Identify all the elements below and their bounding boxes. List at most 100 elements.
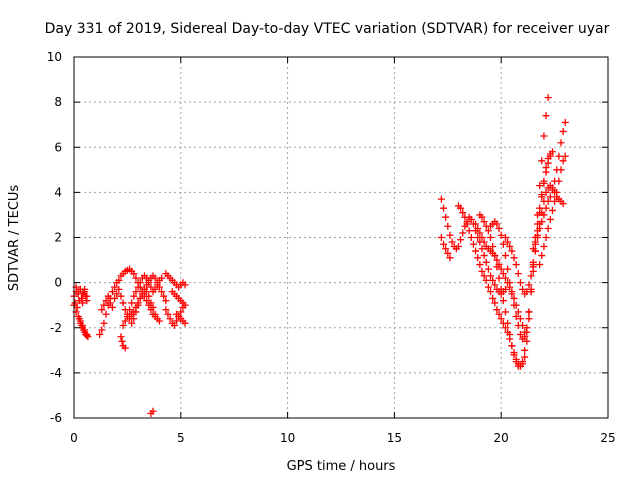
data-point <box>561 118 569 126</box>
data-point <box>118 337 126 345</box>
data-point <box>472 247 480 255</box>
data-point <box>523 288 531 296</box>
data-point <box>478 267 486 275</box>
data-point <box>132 274 140 282</box>
data-point <box>102 310 110 318</box>
x-tick-label: 15 <box>387 431 402 445</box>
data-point <box>538 157 546 165</box>
data-point <box>510 254 518 262</box>
data-point <box>151 310 159 318</box>
data-point <box>553 188 561 196</box>
data-point <box>548 148 556 156</box>
data-point <box>544 159 552 167</box>
data-point <box>484 283 492 291</box>
data-point <box>158 288 166 296</box>
data-point <box>446 231 454 239</box>
data-point <box>512 358 520 366</box>
data-point <box>544 94 552 102</box>
data-point <box>521 346 529 354</box>
data-point <box>149 303 157 311</box>
data-point <box>115 276 123 284</box>
data-point <box>437 195 445 203</box>
data-point <box>523 337 531 345</box>
data-point <box>536 224 544 232</box>
data-point <box>501 234 509 241</box>
data-point <box>111 283 119 291</box>
data-point <box>119 299 127 307</box>
data-point <box>459 209 467 217</box>
data-point <box>521 328 529 336</box>
data-point <box>104 292 112 300</box>
data-point <box>160 292 168 300</box>
data-point <box>480 218 488 226</box>
data-point <box>559 200 567 208</box>
data-point <box>446 254 454 262</box>
data-point <box>499 297 507 305</box>
data-point <box>542 188 550 196</box>
x-tick-label: 0 <box>70 431 78 445</box>
data-point <box>516 315 524 323</box>
data-point <box>98 306 106 314</box>
data-point <box>81 288 89 296</box>
y-tick-label: 10 <box>47 50 62 64</box>
data-point <box>519 358 527 366</box>
data-point <box>461 213 469 221</box>
data-point <box>510 294 518 302</box>
data-point <box>162 306 170 314</box>
y-tick-label: -4 <box>50 366 62 380</box>
data-point <box>536 182 544 190</box>
data-point <box>138 290 146 298</box>
data-point <box>442 245 450 253</box>
data-point <box>134 299 142 307</box>
ticks-layer <box>73 56 609 419</box>
data-point <box>559 157 567 165</box>
data-point <box>162 297 170 305</box>
data-point <box>508 247 516 255</box>
chart-title: Day 331 of 2019, Sidereal Day-to-day VTE… <box>45 21 610 37</box>
data-point <box>151 285 159 293</box>
data-point <box>140 285 148 293</box>
data-point <box>512 312 520 320</box>
x-axis-label: GPS time / hours <box>287 459 396 474</box>
data-point <box>173 317 181 325</box>
data-point <box>506 283 514 291</box>
data-point <box>155 317 163 325</box>
data-point <box>177 308 185 316</box>
x-tick-label: 25 <box>600 431 615 445</box>
data-point <box>540 179 548 187</box>
data-point <box>514 308 522 316</box>
data-point <box>128 299 136 307</box>
data-point <box>448 238 456 246</box>
x-tick-label: 5 <box>177 431 185 445</box>
data-point <box>130 308 138 316</box>
data-point <box>149 407 157 415</box>
data-point <box>542 168 550 176</box>
data-point <box>126 306 134 314</box>
data-point <box>482 276 490 284</box>
data-point <box>544 224 552 232</box>
data-point <box>469 240 477 248</box>
data-point <box>463 220 471 228</box>
data-point <box>512 301 520 309</box>
data-point <box>514 270 522 278</box>
data-point <box>499 240 507 248</box>
data-point <box>130 292 138 300</box>
data-point <box>136 294 144 302</box>
data-point <box>437 234 445 241</box>
y-tick-label: 2 <box>54 231 62 245</box>
data-point <box>499 270 507 278</box>
data-point <box>540 211 548 219</box>
data-point <box>472 220 480 228</box>
data-point <box>145 292 153 300</box>
data-point <box>497 285 505 293</box>
data-point <box>516 331 524 339</box>
data-point <box>143 297 151 305</box>
data-point <box>555 177 563 185</box>
data-point <box>497 265 505 273</box>
data-point <box>465 227 473 235</box>
data-point <box>538 252 546 260</box>
data-point <box>170 321 178 329</box>
data-point <box>559 127 567 135</box>
data-point <box>504 279 512 287</box>
